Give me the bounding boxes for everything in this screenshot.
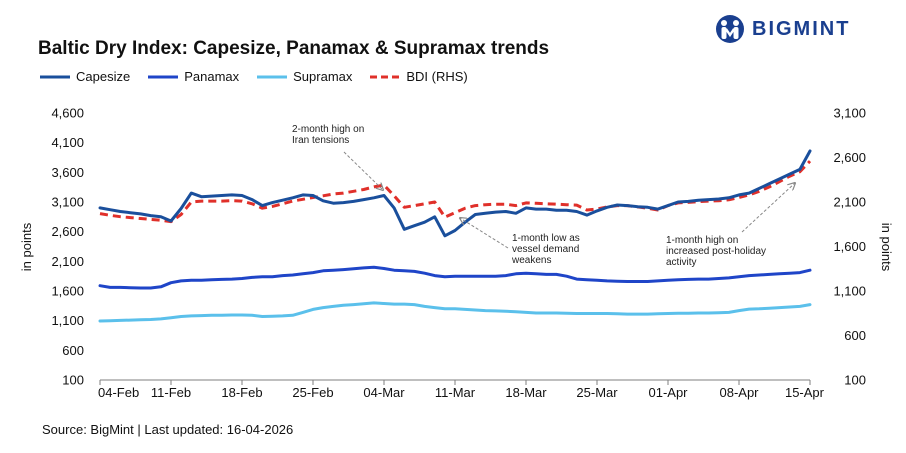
x-tick-label: 04-Mar — [363, 385, 405, 400]
x-tick-label: 25-Feb — [292, 385, 333, 400]
y-left-tick-label: 600 — [62, 343, 84, 358]
legend-label-capesize: Capesize — [76, 69, 131, 84]
legend-swatch-capesize — [40, 75, 70, 78]
series-line-supramax — [98, 301, 812, 323]
bigmint-logo-icon — [716, 15, 744, 43]
y-left-tick-label: 2,100 — [51, 254, 84, 269]
x-tick-label: 04-Feb — [98, 385, 139, 400]
legend-item-panamax: Panamax — [148, 69, 239, 84]
legend-item-capesize: Capesize — [40, 69, 130, 84]
source-note: Source: BigMint | Last updated: 16-04-20… — [42, 422, 294, 437]
series-line-bdi — [99, 160, 812, 224]
y-left-tick-label: 3,100 — [51, 195, 84, 210]
y-left-tick-label: 1,100 — [51, 313, 84, 328]
annotation-text: activity — [666, 257, 697, 268]
y-left-tick-label: 1,600 — [51, 284, 84, 299]
y-right-tick-label: 3,100 — [833, 106, 866, 121]
legend-swatch-supramax — [257, 75, 288, 78]
x-tick-label: 11-Mar — [435, 385, 476, 400]
x-tick-label: 08-Apr — [719, 385, 759, 400]
brand-name: BIGMINT — [752, 17, 851, 40]
brand-logo: BIGMINT — [714, 14, 850, 44]
chart-title: Baltic Dry Index: Capesize, Panamax & Su… — [38, 38, 550, 59]
y-right-tick-label: 2,100 — [833, 195, 866, 210]
series-line-capesize — [98, 149, 812, 238]
x-tick-label: 25-Mar — [576, 385, 618, 400]
x-tick-label: 15-Apr — [785, 385, 825, 400]
legend-label-supramax: Supramax — [293, 69, 353, 84]
y-left-tick-label: 3,600 — [51, 165, 84, 180]
series-line-panamax — [98, 265, 812, 290]
y-right-tick-label: 1,600 — [833, 239, 866, 254]
y-left-tick-label: 100 — [62, 373, 84, 388]
y-right-tick-label: 600 — [844, 328, 866, 343]
legend-item-bdi: BDI (RHS) — [370, 69, 468, 84]
legend-label-bdi: BDI (RHS) — [406, 69, 468, 84]
y-right-tick-label: 2,600 — [833, 150, 866, 165]
annotation-text: weakens — [511, 255, 551, 266]
annotation-text: increased post-holiday — [666, 246, 766, 257]
x-tick-label: 01-Apr — [648, 385, 688, 400]
annotation-text: Iran tensions — [292, 135, 349, 146]
legend-label-panamax: Panamax — [184, 69, 240, 84]
y-right-axis-title: in points — [879, 223, 894, 272]
y-left-axis-title: in points — [19, 222, 34, 271]
x-tick-label: 18-Feb — [221, 385, 262, 400]
y-right-tick-label: 100 — [844, 373, 866, 388]
y-right-tick-label: 1,100 — [833, 284, 866, 299]
legend-item-supramax: Supramax — [257, 69, 352, 84]
annotation-arrow — [343, 151, 383, 190]
legend-swatch-bdi — [370, 75, 401, 78]
chart-legend: Capesize Panamax Supramax BDI (RHS) — [40, 69, 486, 84]
annotation-arrow — [460, 218, 509, 249]
annotation-text: 1-month high on — [666, 235, 738, 246]
annotation-text: 2-month high on — [292, 124, 364, 135]
y-left-tick-label: 4,100 — [51, 135, 84, 150]
x-tick-label: 11-Feb — [151, 385, 191, 400]
annotation-text: 1-month low as — [512, 233, 580, 244]
legend-swatch-panamax — [148, 75, 179, 78]
y-left-tick-label: 4,600 — [51, 106, 84, 121]
annotation-text: vessel demand — [512, 244, 579, 255]
annotation-arrow — [741, 183, 795, 233]
x-tick-label: 18-Mar — [505, 385, 547, 400]
y-left-tick-label: 2,600 — [51, 224, 84, 239]
